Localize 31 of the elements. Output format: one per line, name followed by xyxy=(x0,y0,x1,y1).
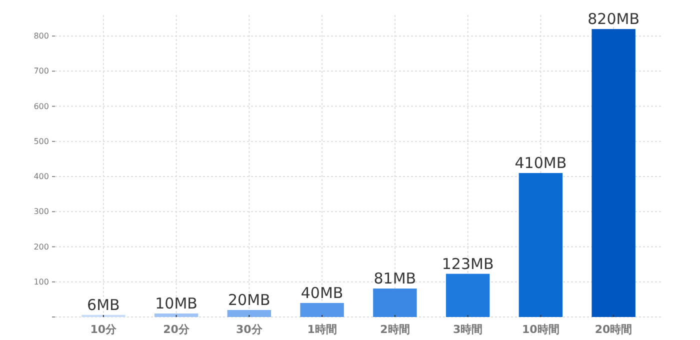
bar xyxy=(373,288,417,317)
x-tick-label: 1時間 xyxy=(307,323,337,336)
data-label: 6MB xyxy=(87,296,120,314)
bar xyxy=(300,302,344,317)
y-tick-label: 200 xyxy=(34,242,49,252)
data-label: 123MB xyxy=(442,254,494,273)
data-label: 820MB xyxy=(588,10,640,28)
data-label: 81MB xyxy=(374,270,416,288)
y-tick-label: 400 xyxy=(34,172,49,182)
x-tick-label: 20時間 xyxy=(594,323,632,336)
bar xyxy=(592,29,636,317)
y-tick-label: 700 xyxy=(34,66,49,76)
y-tick-label: 500 xyxy=(34,136,49,146)
x-tick-label: 2時間 xyxy=(380,323,410,336)
bar xyxy=(446,274,490,317)
y-tick-label: 300 xyxy=(34,207,49,216)
x-tick-label: 20分 xyxy=(163,323,190,336)
x-tick-label: 30分 xyxy=(236,323,264,336)
data-label: 410MB xyxy=(514,154,567,172)
bar xyxy=(518,173,563,317)
data-label: 10MB xyxy=(155,294,198,312)
bar xyxy=(227,310,272,317)
data-label: 40MB xyxy=(300,284,344,302)
y-tick-label: 100 xyxy=(34,277,49,286)
y-tick-label: 800 xyxy=(34,32,49,41)
x-tick-label: 10時間 xyxy=(522,323,560,336)
x-tick-label: 3時間 xyxy=(452,323,483,336)
bar xyxy=(154,313,198,317)
x-tick-label: 10分 xyxy=(90,323,118,336)
data-label: 20MB xyxy=(228,290,270,309)
y-tick-label: 600 xyxy=(34,102,49,111)
